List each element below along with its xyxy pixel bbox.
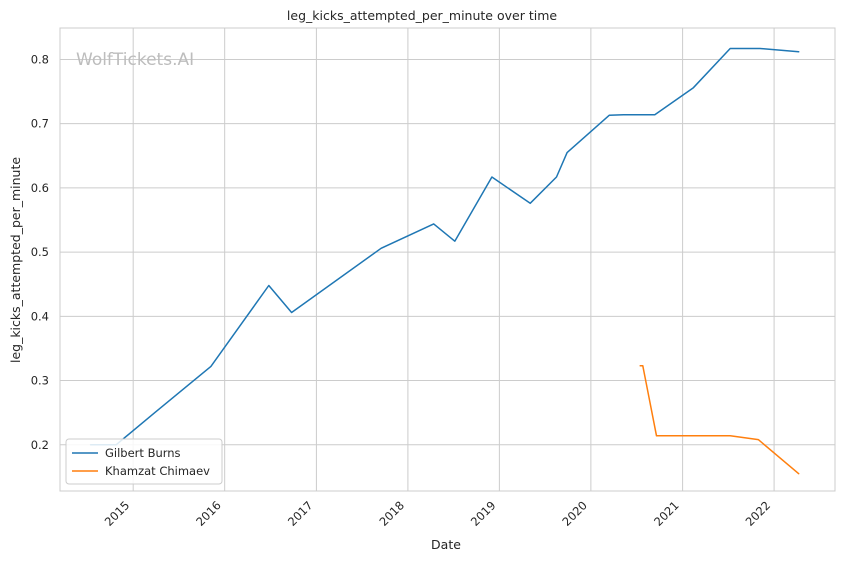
legend-label-gilbert-burns: Gilbert Burns bbox=[105, 446, 181, 460]
y-tick-label: 0.4 bbox=[31, 309, 49, 323]
plot-frame bbox=[59, 27, 836, 492]
chart-title: leg_kicks_attempted_per_minute over time bbox=[287, 8, 557, 23]
y-tick-label: 0.2 bbox=[31, 438, 49, 452]
y-tick-label: 0.3 bbox=[31, 374, 49, 388]
y-tick-label: 0.6 bbox=[31, 181, 49, 195]
series-line-khamzat-chimaev bbox=[639, 365, 800, 475]
legend-box bbox=[65, 438, 223, 485]
x-axis-title: Date bbox=[431, 537, 461, 552]
y-tick-label: 0.8 bbox=[31, 52, 49, 66]
watermark: WolfTickets.AI bbox=[76, 50, 194, 70]
y-tick-label: 0.5 bbox=[31, 245, 49, 259]
y-tick-labels: 0.2 0.3 0.4 0.5 0.6 0.7 0.8 bbox=[31, 52, 49, 451]
legend: Gilbert Burns Khamzat Chimaev bbox=[65, 438, 223, 485]
y-axis-title: leg_kicks_attempted_per_minute bbox=[8, 157, 23, 363]
series-line-gilbert-burns bbox=[89, 47, 800, 446]
y-tick-label: 0.7 bbox=[31, 117, 49, 131]
series-lines bbox=[89, 47, 800, 475]
legend-label-khamzat-chimaev: Khamzat Chimaev bbox=[105, 464, 210, 478]
